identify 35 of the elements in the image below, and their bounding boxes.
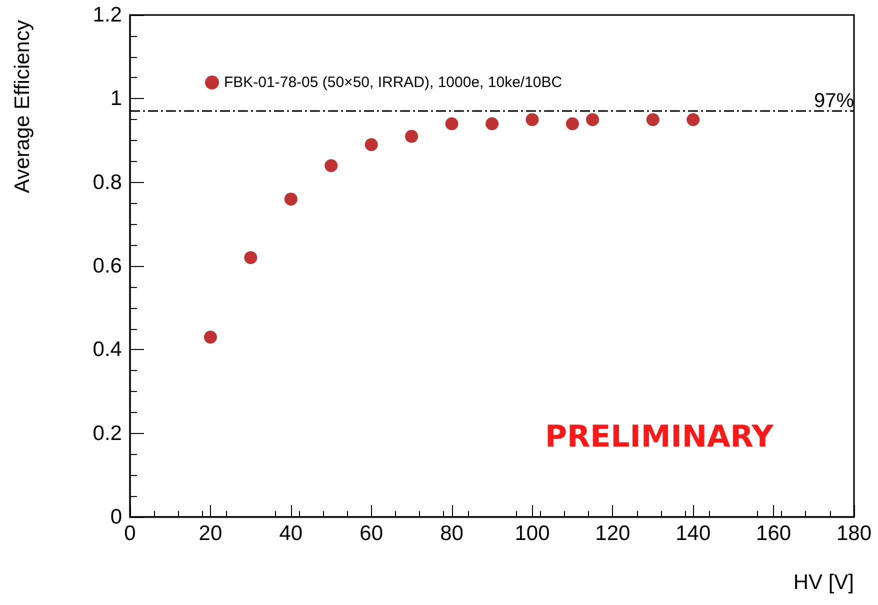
x-tick-label: 40: [279, 522, 303, 545]
y-tick-label: 1: [110, 87, 122, 110]
point: [204, 330, 217, 344]
y-tick-label: 0.6: [92, 254, 122, 278]
x-tick-label: 100: [514, 522, 550, 545]
x-tick-label: 60: [360, 522, 384, 545]
point: [364, 138, 378, 152]
x-tick-label: 180: [836, 522, 872, 545]
point: [526, 113, 539, 126]
point: [405, 130, 418, 143]
x-axis-title: HV [V]: [793, 571, 854, 594]
x-tick-label: 120: [595, 522, 630, 545]
point: [284, 192, 298, 206]
y-tick-label: 1.2: [92, 4, 122, 26]
y-tick-label: 0.8: [92, 170, 122, 194]
x-tick-label: 20: [198, 522, 222, 545]
y-axis-title: Average Efficiency: [11, 20, 34, 194]
x-tick-label: 140: [676, 522, 711, 545]
x-tick-label: 80: [440, 522, 464, 545]
point: [486, 117, 498, 130]
point: [324, 159, 338, 172]
y-tick-label: 0.2: [92, 422, 122, 445]
x-tick-label: 0: [124, 522, 136, 545]
point: [686, 113, 700, 126]
annotation: PRELIMINARY: [545, 420, 775, 454]
point: [586, 113, 600, 126]
point: [646, 113, 660, 126]
legend-label: FBK-01-78-05 (50×50, IRRAD), 1000e, 10ke/10BC: [224, 74, 562, 91]
ref-line-label: 97%: [814, 90, 854, 112]
y-tick-label: 0: [110, 506, 122, 528]
point: [445, 117, 458, 130]
point: [566, 117, 579, 130]
x-tick-label: 160: [756, 522, 792, 545]
y-tick-label: 0.4: [92, 338, 122, 362]
point: [244, 251, 258, 264]
